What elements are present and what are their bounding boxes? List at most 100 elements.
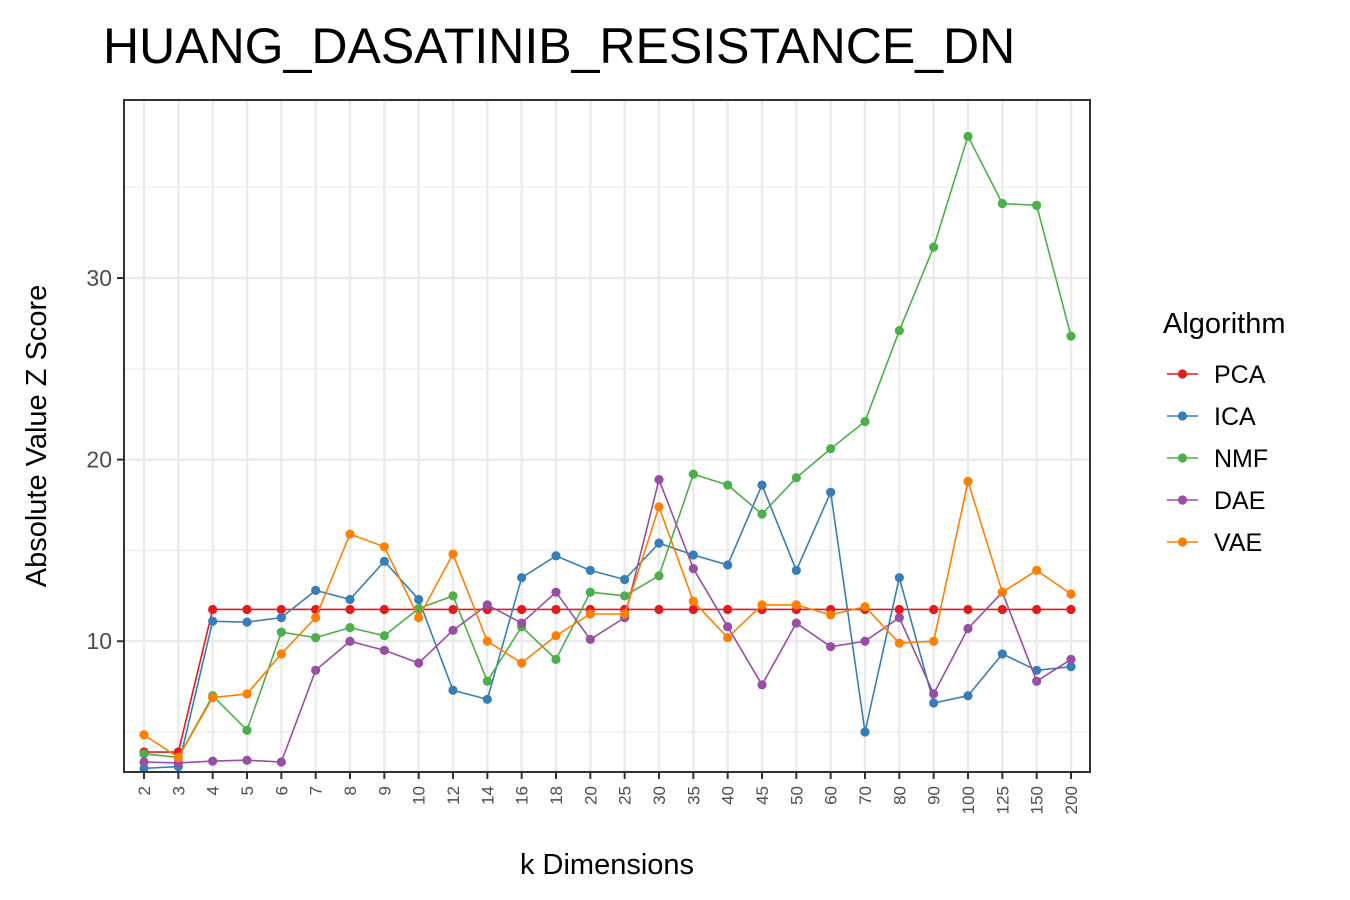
data-point-dae (757, 680, 767, 690)
data-point-nmf (482, 676, 492, 686)
x-tick-label: 40 (719, 786, 738, 805)
data-point-ica (963, 691, 973, 701)
x-tick-label: 25 (616, 786, 635, 805)
data-point-nmf (1066, 331, 1076, 341)
data-point-nmf (654, 571, 664, 581)
x-tick-label: 90 (925, 786, 944, 805)
data-point-pca (894, 604, 904, 615)
series-line-vae (143, 480, 1072, 759)
data-point-vae (791, 600, 801, 610)
data-point-dae (242, 755, 252, 765)
data-point-vae (414, 613, 424, 623)
legend-item-vae: VAE (1167, 529, 1262, 557)
data-point-dae (860, 636, 870, 646)
data-point-ica (929, 698, 939, 708)
data-point-ica (276, 613, 286, 623)
data-point-ica (1066, 662, 1076, 672)
data-point-ica (826, 487, 836, 497)
data-point-nmf (1032, 200, 1042, 210)
x-tick-label: 18 (547, 786, 566, 805)
data-point-ica (139, 763, 149, 773)
y-tick-label: 20 (86, 447, 112, 473)
data-point-vae (242, 689, 252, 699)
data-point-pca (448, 604, 458, 615)
x-tick-label: 50 (787, 786, 806, 805)
data-point-dae (688, 563, 698, 574)
data-point-dae (723, 622, 733, 632)
data-point-dae (448, 625, 458, 635)
data-point-ica (997, 649, 1007, 659)
data-point-nmf (826, 444, 836, 454)
data-point-dae (517, 618, 527, 628)
data-point-nmf (963, 131, 973, 141)
x-tick-label: 12 (444, 786, 463, 805)
x-tick-label: 16 (513, 786, 532, 805)
x-tick-label: 80 (890, 786, 909, 805)
data-point-ica (860, 727, 870, 737)
data-point-nmf (997, 198, 1007, 209)
data-point-ica (448, 685, 458, 695)
data-point-vae (173, 752, 183, 763)
legend-item-nmf: NMF (1167, 445, 1268, 473)
data-point-vae (723, 633, 733, 643)
legend-marker-pca (1177, 369, 1188, 379)
data-point-ica (482, 694, 492, 704)
data-point-ica (311, 585, 321, 595)
data-point-nmf (242, 725, 252, 735)
data-point-nmf (757, 509, 767, 519)
data-point-vae (208, 692, 218, 703)
data-point-nmf (414, 603, 424, 614)
data-point-ica (1032, 665, 1042, 675)
legend-marker-nmf (1177, 453, 1188, 463)
data-point-ica (620, 574, 630, 585)
x-tick-label: 20 (581, 786, 600, 805)
data-point-pca (723, 604, 733, 615)
y-axis: 10 20 30 (86, 265, 124, 654)
data-point-nmf (139, 749, 149, 759)
data-point-ica (585, 565, 595, 576)
data-point-pca (1032, 604, 1042, 615)
data-point-ica (414, 594, 424, 605)
data-point-nmf (345, 623, 355, 633)
data-point-pca (345, 604, 355, 615)
data-point-pca (208, 604, 218, 615)
data-point-nmf (585, 587, 595, 597)
x-tick-label: 3 (169, 786, 188, 795)
data-point-dae (276, 757, 286, 767)
data-point-pca (276, 604, 286, 615)
data-point-nmf (276, 627, 286, 637)
x-tick-label: 30 (650, 786, 669, 805)
x-tick-label: 9 (375, 786, 394, 795)
data-point-vae (379, 542, 389, 552)
data-point-ica (757, 480, 767, 490)
data-point-dae (929, 689, 939, 699)
data-point-dae (551, 587, 561, 597)
data-point-ica (208, 616, 218, 626)
data-point-vae (585, 609, 595, 619)
data-point-vae (1032, 565, 1042, 576)
legend-label-nmf: NMF (1214, 445, 1268, 473)
data-point-dae (482, 600, 492, 610)
data-point-dae (311, 665, 321, 675)
legend-marker-ica (1177, 411, 1188, 421)
data-point-dae (585, 634, 595, 645)
legend-label-vae: VAE (1214, 529, 1262, 557)
x-tick-label: 125 (993, 786, 1012, 814)
data-point-nmf (894, 326, 904, 336)
data-point-ica (517, 573, 527, 583)
x-tick-label: 2 (135, 786, 154, 795)
data-point-ica (379, 556, 389, 566)
data-point-vae (929, 636, 939, 646)
data-point-dae (1032, 676, 1042, 686)
data-point-vae (517, 658, 527, 668)
data-point-pca (654, 604, 664, 615)
data-point-vae (276, 649, 286, 659)
data-point-nmf (620, 591, 630, 601)
x-tick-label: 6 (272, 786, 291, 795)
data-point-nmf (379, 631, 389, 641)
data-point-ica (242, 617, 252, 627)
plot-border (123, 99, 1091, 773)
data-point-pca (379, 604, 389, 615)
data-point-vae (551, 631, 561, 641)
